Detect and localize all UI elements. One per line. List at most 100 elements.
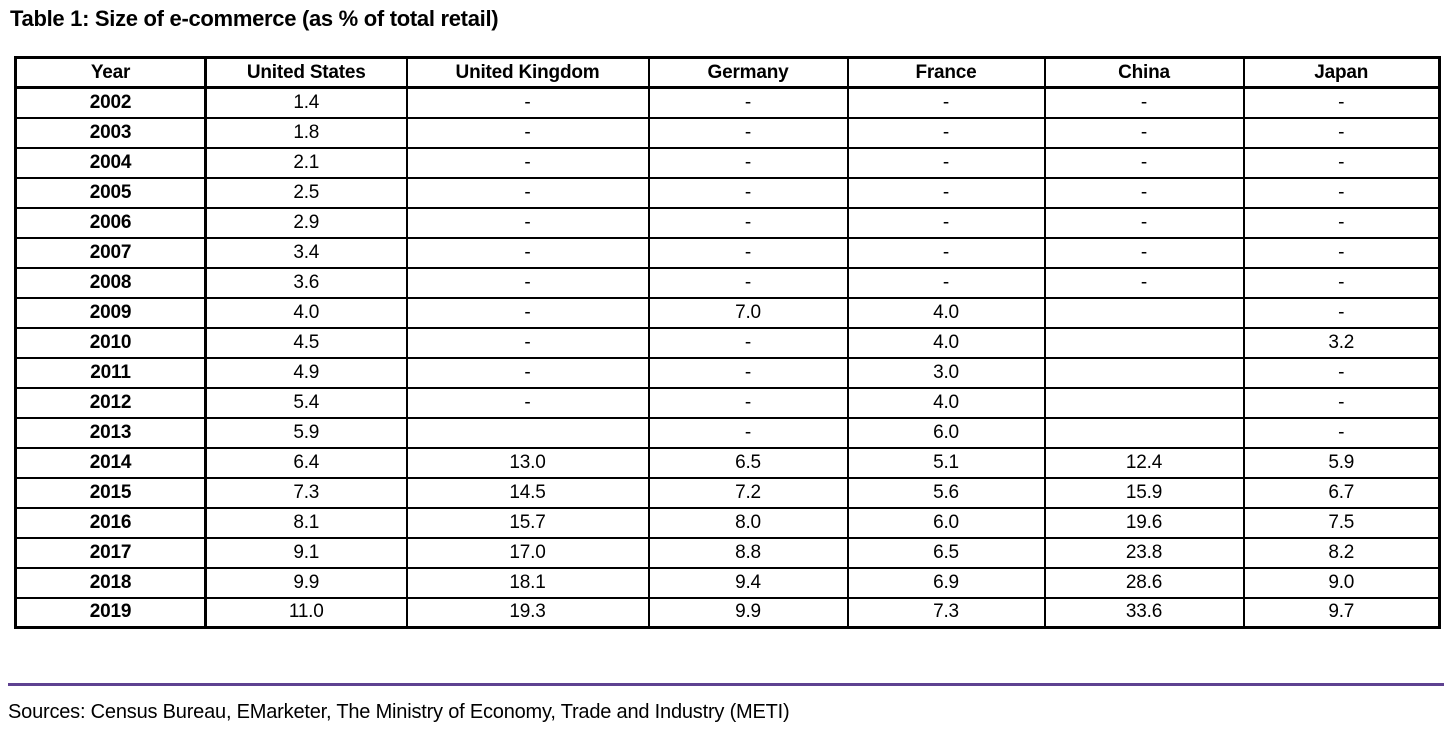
value-cell: - [647,356,849,389]
value-cell: - [405,116,650,149]
value-cell: - [647,416,849,449]
value-cell: - [1242,266,1441,299]
value-cell: - [846,236,1046,269]
value-cell: 9.0 [1242,566,1441,599]
value-cell: 28.6 [1043,566,1245,599]
value-cell: 9.7 [1242,596,1441,629]
value-cell: 2.9 [204,206,408,239]
column-header-china: China [1043,56,1245,89]
value-cell: - [647,326,849,359]
year-cell: 2004 [14,146,207,179]
sources-note: Sources: Census Bureau, EMarketer, The M… [8,701,790,723]
year-cell: 2013 [14,416,207,449]
value-cell: 9.1 [204,536,408,569]
table-header-row: Year United States United Kingdom German… [14,56,1441,89]
year-cell: 2010 [14,326,207,359]
value-cell: - [1242,86,1441,119]
year-cell: 2009 [14,296,207,329]
year-cell: 2002 [14,86,207,119]
value-cell [1043,326,1245,359]
value-cell: 9.9 [204,566,408,599]
value-cell: 8.1 [204,506,408,539]
value-cell: 3.6 [204,266,408,299]
value-cell: - [1242,296,1441,329]
table-row: 2013 5.9-6.0- [14,416,1441,449]
value-cell: 4.9 [204,356,408,389]
value-cell: - [405,146,650,179]
value-cell: 7.0 [647,296,849,329]
value-cell: - [846,116,1046,149]
year-cell: 2006 [14,206,207,239]
column-header-france: France [846,56,1046,89]
year-cell: 2008 [14,266,207,299]
value-cell: - [405,386,650,419]
value-cell: 1.8 [204,116,408,149]
value-cell: 5.9 [204,416,408,449]
table-row: 2009 4.0-7.0 4.0- [14,296,1441,329]
value-cell: 2.5 [204,176,408,209]
value-cell: 6.0 [846,416,1046,449]
table-row: 2008 3.6- - - - - [14,266,1441,299]
value-cell: - [405,356,650,389]
column-header-united-states: United States [204,56,408,89]
year-cell: 2003 [14,116,207,149]
table-row: 2010 4.5- -4.0 3.2 [14,326,1441,359]
value-cell: - [647,386,849,419]
year-cell: 2018 [14,566,207,599]
value-cell: - [1242,356,1441,389]
value-cell: - [647,206,849,239]
value-cell: - [1242,386,1441,419]
value-cell: - [1043,206,1245,239]
column-header-united-kingdom: United Kingdom [405,56,650,89]
table-row: 2007 3.4- - - - - [14,236,1441,269]
value-cell: - [647,236,849,269]
value-cell: - [1043,266,1245,299]
table-row: 2005 2.5- - - - - [14,176,1441,209]
value-cell: 3.2 [1242,326,1441,359]
value-cell: 9.9 [647,596,849,629]
value-cell [1043,416,1245,449]
value-cell: 8.2 [1242,536,1441,569]
value-cell: - [405,326,650,359]
year-cell: 2005 [14,176,207,209]
year-cell: 2015 [14,476,207,509]
table-title: Table 1: Size of e-commerce (as % of tot… [10,6,499,31]
table-row: 2019 11.0 19.3 9.9 7.3 33.6 9.7 [14,596,1441,629]
value-cell: 7.2 [647,476,849,509]
value-cell: - [1043,236,1245,269]
value-cell: 19.3 [405,596,650,629]
value-cell: 4.0 [204,296,408,329]
value-cell [405,416,650,449]
value-cell: 8.8 [647,536,849,569]
value-cell: - [1242,146,1441,179]
value-cell: 17.0 [405,536,650,569]
value-cell: - [846,146,1046,179]
value-cell: - [1043,176,1245,209]
value-cell [1043,386,1245,419]
value-cell: - [846,176,1046,209]
table-row: 2011 4.9- -3.0- [14,356,1441,389]
column-header-japan: Japan [1242,56,1441,89]
value-cell: 2.1 [204,146,408,179]
column-header-germany: Germany [647,56,849,89]
year-cell: 2012 [14,386,207,419]
value-cell: 7.3 [204,476,408,509]
value-cell: - [846,86,1046,119]
value-cell: - [405,236,650,269]
value-cell: 6.4 [204,446,408,479]
value-cell [1043,296,1245,329]
value-cell: - [1242,116,1441,149]
value-cell: - [405,206,650,239]
value-cell: - [1242,176,1441,209]
value-cell: 7.5 [1242,506,1441,539]
value-cell: 6.9 [846,566,1046,599]
table-row: 2014 6.4 13.0 6.5 5.1 12.4 5.9 [14,446,1441,479]
value-cell: 3.0 [846,356,1046,389]
value-cell: 13.0 [405,446,650,479]
value-cell: 4.5 [204,326,408,359]
table-row: 2003 1.8- - - - - [14,116,1441,149]
value-cell: 11.0 [204,596,408,629]
value-cell: - [647,176,849,209]
value-cell: 5.1 [846,446,1046,479]
